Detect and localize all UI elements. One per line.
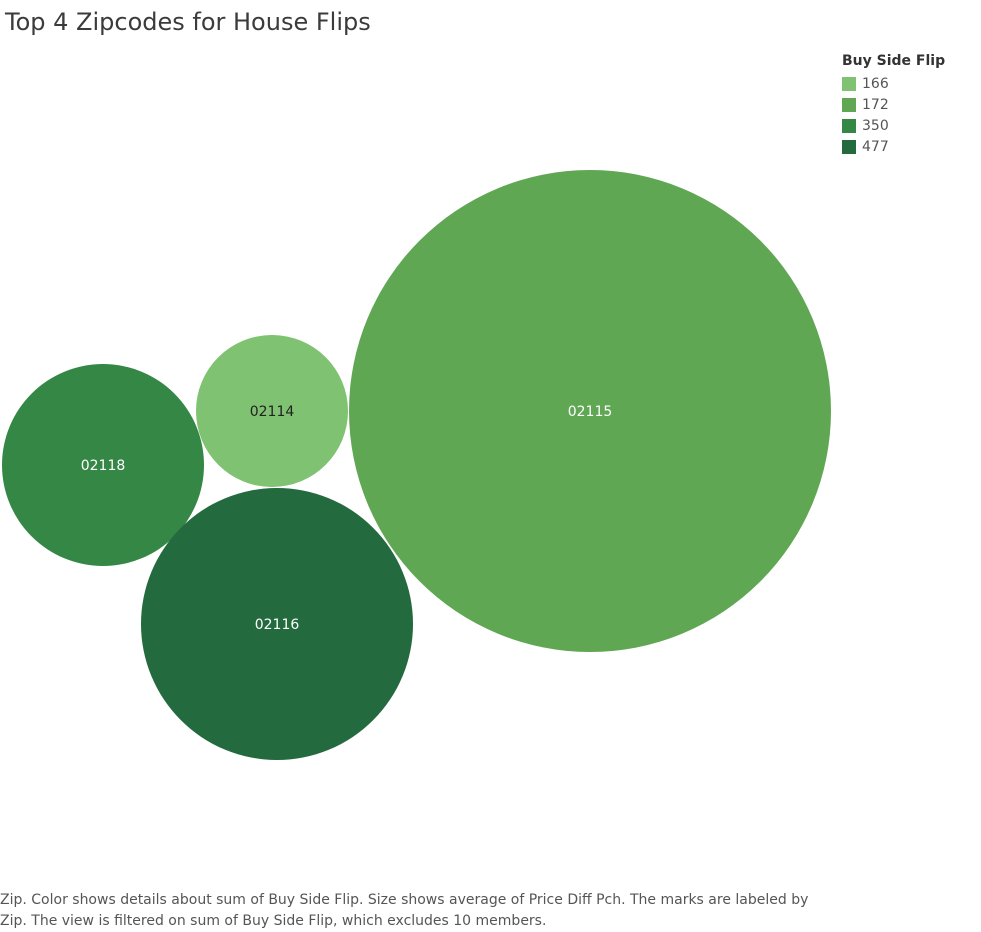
legend-swatch <box>842 97 856 112</box>
bubble-02118[interactable] <box>2 364 204 566</box>
legend-item[interactable]: 166 <box>842 73 972 94</box>
bubble-label: 02115 <box>568 404 613 420</box>
bubble-02114[interactable] <box>196 335 348 487</box>
bubble-02116[interactable] <box>141 488 413 760</box>
legend-swatch <box>842 139 856 154</box>
legend-swatch <box>842 118 856 133</box>
legend-label: 350 <box>862 117 889 134</box>
color-legend: Buy Side Flip 166 172 350 477 <box>842 53 972 157</box>
chart-title: Top 4 Zipcodes for House Flips <box>5 8 371 36</box>
legend-item[interactable]: 172 <box>842 94 972 115</box>
legend-label: 166 <box>862 75 889 92</box>
bubble-label: 02118 <box>81 458 126 474</box>
legend-title: Buy Side Flip <box>842 53 946 69</box>
bubble-label: 02114 <box>250 404 295 420</box>
legend-swatch <box>842 76 856 91</box>
bubble-02115[interactable] <box>349 170 831 652</box>
legend-label: 477 <box>862 138 889 155</box>
caption-line: Zip. The view is filtered on sum of Buy … <box>0 913 547 929</box>
legend-item[interactable]: 350 <box>842 115 972 136</box>
legend-item[interactable]: 477 <box>842 136 972 157</box>
chart-caption: Zip. Color shows details about sum of Bu… <box>0 890 830 932</box>
bubble-label: 02116 <box>255 617 300 633</box>
legend-label: 172 <box>862 96 889 113</box>
caption-line: Zip. Color shows details about sum of Bu… <box>0 892 809 908</box>
